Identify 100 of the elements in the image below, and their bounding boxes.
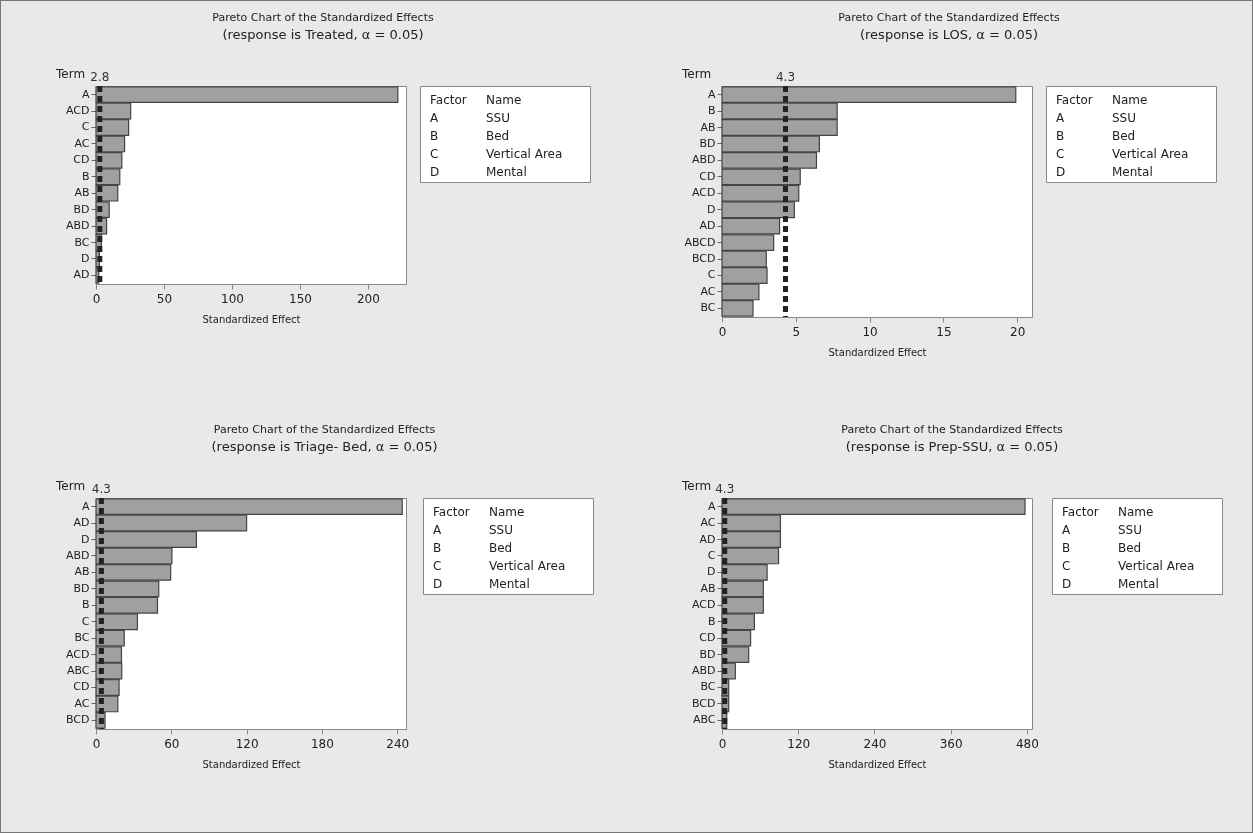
y-tick-label: BD [699,647,716,661]
text: Factor [1056,93,1093,107]
chart-subtitle: (response is Treated, α = 0.05) [222,26,424,42]
text: Mental [489,577,530,591]
chart-subtitle: (response is Triage- Bed, α = 0.05) [211,438,438,454]
text: Factor [1062,505,1099,519]
text: Bed [486,129,510,143]
x-tick-label: 0 [718,324,727,339]
chart-title: Pareto Chart of the Standardized Effects [841,422,1063,436]
y-tick-label: BD [73,581,90,595]
x-tick-label: 5 [792,324,801,339]
x-tick-label: 0 [92,736,101,751]
y-tick-label: AD [73,268,90,282]
y-tick-label: AC [700,516,716,530]
x-tick-label: 360 [939,736,963,751]
x-tick-label: 480 [1015,736,1039,751]
y-axis-title: Term [55,479,86,493]
x-axis-title: Standardized Effect [828,758,927,770]
x-tick-label: 240 [386,736,410,751]
text: Name [489,505,525,519]
y-tick-label: A [81,87,90,101]
text: Name [486,93,522,107]
x-tick-label: 120 [235,736,259,751]
x-tick-label: 0 [718,736,727,751]
chart-title: Pareto Chart of the Standardized Effects [213,422,436,436]
y-tick-label: D [707,565,716,579]
text: D [433,577,443,591]
y-tick-label: BD [699,136,716,150]
text: Factor [430,93,467,107]
y-axis-title: Term [55,67,86,81]
y-tick-label: B [81,598,90,612]
y-tick-label: D [707,202,716,216]
y-tick-label: ABD [691,664,716,678]
y-tick-label: AB [700,120,716,134]
y-tick-label: BC [700,301,716,315]
x-tick-label: 200 [356,291,380,306]
y-tick-label: AC [74,696,90,710]
text: C [1056,147,1065,161]
x-tick-label: 60 [164,736,180,751]
text: A [1062,523,1071,537]
text: Bed [489,541,513,555]
chart-subtitle: (response is LOS, α = 0.05) [859,26,1039,42]
x-tick-label: 0 [92,291,101,306]
y-tick-label: ABCD [684,235,716,249]
y-tick-label: CD [73,680,90,694]
y-tick-label: AD [699,532,716,546]
y-tick-label: AB [700,581,716,595]
y-tick-label: BD [73,202,90,216]
y-tick-label: D [81,251,90,265]
text: Name [1118,505,1154,519]
y-tick-label: B [81,169,90,183]
x-axis-title: Standardized Effect [202,758,301,770]
text: Vertical Area [486,147,563,161]
text: B [430,129,439,143]
y-tick-label: C [81,614,90,628]
y-tick-label: ACD [66,104,90,118]
text: SSU [1118,523,1143,537]
y-tick-label: BC [74,631,90,645]
y-tick-label: ACD [66,647,90,661]
text: B [1062,541,1071,555]
y-tick-label: A [707,87,716,101]
text: Name [1112,93,1148,107]
text: Bed [1112,129,1136,143]
y-tick-label: AD [699,219,716,233]
y-tick-label: ACD [692,598,716,612]
x-tick-label: 180 [310,736,334,751]
y-tick-label: BCD [691,696,716,710]
y-axis-title: Term [681,67,712,81]
x-tick-label: 120 [787,736,811,751]
x-tick-label: 10 [862,324,878,339]
text: Factor [433,505,470,519]
text: D [430,165,440,179]
y-tick-label: A [81,499,90,513]
text: Vertical Area [489,559,566,573]
y-tick-label: C [81,120,90,134]
y-tick-label: C [707,548,716,562]
ref-line-label: 4.3 [775,70,796,84]
text: Mental [1118,577,1159,591]
y-tick-label: B [707,614,716,628]
y-tick-label: BC [74,235,90,249]
text: Mental [486,165,527,179]
text: SSU [1112,111,1137,125]
chart-title: Pareto Chart of the Standardized Effects [212,10,434,24]
x-tick-label: 20 [1010,324,1026,339]
ref-line-label: 4.3 [715,482,735,496]
text: SSU [489,523,514,537]
text: Mental [1112,165,1153,179]
x-tick-label: 50 [156,291,173,306]
y-tick-label: D [81,532,90,546]
text: Bed [1118,541,1142,555]
x-tick-label: 100 [221,291,244,306]
text: Vertical Area [1118,559,1195,573]
y-tick-label: ABC [66,664,90,678]
text: A [433,523,442,537]
y-tick-label: ABD [65,219,90,233]
chart-subtitle: (response is Prep-SSU, α = 0.05) [845,438,1059,454]
text: D [1056,165,1066,179]
y-axis-title: Term [681,479,712,493]
text: B [1056,129,1065,143]
text: C [433,559,442,573]
